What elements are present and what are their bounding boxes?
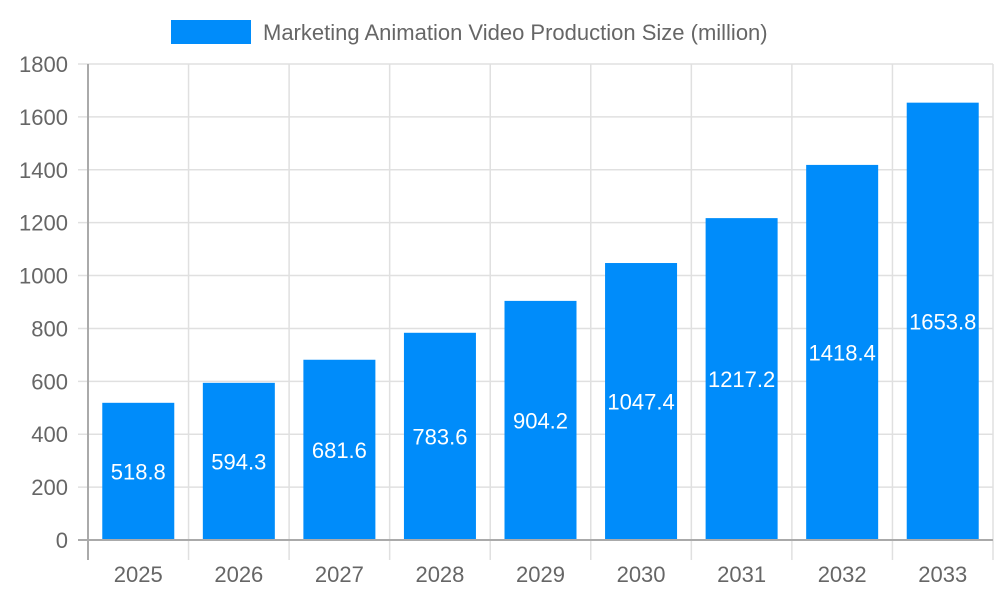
- bar: [303, 359, 376, 540]
- data-label: 1047.4: [607, 390, 674, 415]
- y-tick-label: 1200: [19, 211, 68, 236]
- bar: [202, 382, 275, 540]
- y-tick-label: 800: [31, 316, 68, 341]
- data-label: 1418.4: [809, 340, 876, 365]
- data-label: 1653.8: [909, 309, 976, 334]
- y-tick-label: 0: [56, 528, 68, 553]
- data-label: 681.6: [312, 438, 367, 463]
- x-tick-label: 2027: [315, 562, 364, 587]
- bars: 518.8 594.3 681.6 783.6 904.2 1047.4 1217.2 141…: [102, 102, 979, 541]
- y-tick-label: 400: [31, 422, 68, 447]
- bar: [102, 402, 175, 540]
- x-tick-label: 2028: [415, 562, 464, 587]
- bar: [906, 102, 979, 541]
- data-label: 1217.2: [708, 367, 775, 392]
- y-tick-label: 1800: [19, 52, 68, 77]
- x-tick-label: 2025: [114, 562, 163, 587]
- x-tick-label: 2029: [516, 562, 565, 587]
- data-label: 518.8: [111, 459, 166, 484]
- y-tick-label: 1000: [19, 264, 68, 289]
- bar: [806, 164, 879, 541]
- legend: Marketing Animation Video Production Siz…: [171, 20, 768, 45]
- x-tick-label: 2026: [214, 562, 263, 587]
- x-tick-label: 2030: [617, 562, 666, 587]
- y-tick-label: 1400: [19, 158, 68, 183]
- data-label: 594.3: [211, 449, 266, 474]
- y-tick-label: 600: [31, 369, 68, 394]
- bar: [605, 263, 678, 540]
- bar: [705, 218, 778, 540]
- data-label: 783.6: [412, 424, 467, 449]
- x-tick-label: 2033: [918, 562, 967, 587]
- y-tick-label: 1600: [19, 105, 68, 130]
- bar: [403, 332, 476, 540]
- legend-swatch: [171, 20, 251, 44]
- legend-label: Marketing Animation Video Production Siz…: [263, 20, 768, 45]
- x-tick-label: 2032: [818, 562, 867, 587]
- y-tick-label: 200: [31, 475, 68, 500]
- axes: 0 200 400 600 800 1000 1200 1400 1600 1800 2025 202…: [19, 52, 993, 587]
- x-tick-label: 2031: [717, 562, 766, 587]
- data-label: 904.2: [513, 408, 568, 433]
- bar: [504, 300, 577, 540]
